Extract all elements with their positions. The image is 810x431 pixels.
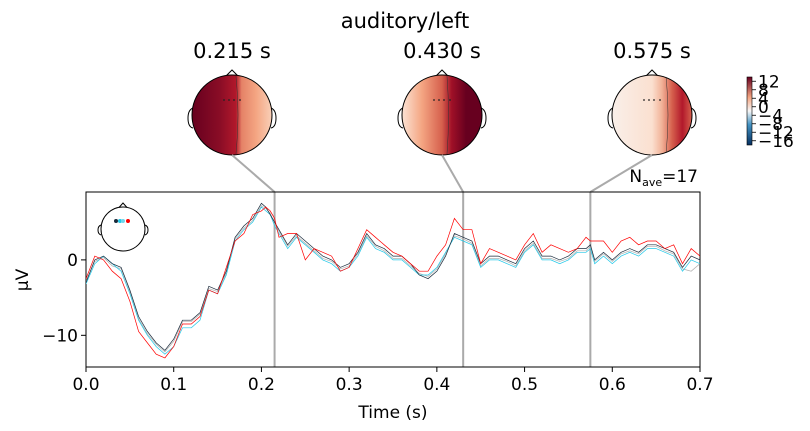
evoked-axes: 0.0 0.1 0.2 0.3 0.4 0.5 0.6 0.7 −10 0 Time (s) µ… bbox=[13, 191, 714, 423]
colorbar-tick-label: −16 bbox=[758, 132, 794, 152]
topomap-connector-2 bbox=[441, 154, 465, 193]
topomap-2-sensors bbox=[433, 99, 451, 101]
topomap-2-field bbox=[402, 75, 482, 155]
series-line-1 bbox=[86, 206, 700, 359]
colorbar-tick-label: 0 bbox=[758, 98, 769, 118]
topomap-time-label-3: 0.575 s bbox=[613, 39, 691, 63]
topomap-connectors bbox=[231, 154, 653, 367]
x-tick-label: 0.2 bbox=[248, 375, 275, 395]
y-tick-label: 0 bbox=[67, 251, 78, 271]
inset-sensor-red bbox=[126, 219, 130, 223]
topomap-1 bbox=[187, 69, 277, 156]
topomap-connector-1 bbox=[231, 154, 276, 193]
x-tick-label: 0.6 bbox=[599, 375, 626, 395]
inset-sensor-cyan-1 bbox=[118, 219, 122, 223]
y-axis-ticks: −10 0 bbox=[42, 251, 86, 346]
series-line-3 bbox=[86, 206, 700, 355]
inset-right-ear bbox=[144, 224, 149, 236]
series-line-4 bbox=[86, 205, 700, 353]
colorbar-gradient bbox=[746, 76, 753, 146]
inset-left-ear bbox=[97, 224, 102, 236]
figure-title: auditory/left bbox=[341, 9, 470, 33]
sensor-location-inset bbox=[97, 202, 149, 252]
y-tick-label: −10 bbox=[42, 326, 78, 346]
topomap-time-label-1: 0.215 s bbox=[193, 39, 271, 63]
inset-nose bbox=[118, 202, 128, 208]
x-axis-label: Time (s) bbox=[357, 403, 427, 423]
topomap-2-right-ear bbox=[480, 107, 487, 129]
topomap-1-right-ear bbox=[270, 107, 277, 129]
series-layer bbox=[86, 202, 700, 359]
topomap-3 bbox=[607, 69, 697, 156]
x-tick-label: 0.1 bbox=[160, 375, 187, 395]
colorbar-tick-label: 12 bbox=[758, 72, 780, 92]
topomap-3-nose bbox=[645, 69, 659, 77]
topomap-2 bbox=[397, 69, 487, 156]
topomap-3-sensors bbox=[643, 99, 661, 101]
inset-head-outline bbox=[100, 206, 146, 252]
topomap-1-nose bbox=[225, 69, 239, 77]
topomap-3-right-ear bbox=[690, 107, 697, 129]
topomap-2-contour bbox=[446, 75, 449, 155]
x-tick-label: 0.3 bbox=[336, 375, 363, 395]
topomap-3-contour bbox=[665, 75, 669, 155]
inset-sensor-cyan-2 bbox=[121, 219, 125, 223]
topomap-1-field bbox=[192, 75, 272, 155]
nave-label: Nave=17 bbox=[629, 167, 698, 189]
x-tick-label: 0.5 bbox=[511, 375, 538, 395]
plot-frame bbox=[85, 191, 701, 368]
x-tick-label: 0.4 bbox=[423, 375, 450, 395]
topomap-time-label-2: 0.430 s bbox=[403, 39, 481, 63]
topomap-2-left-ear bbox=[397, 107, 404, 129]
topomap-3-field bbox=[612, 75, 692, 155]
topomap-2-nose bbox=[435, 69, 449, 77]
series-line-2 bbox=[86, 202, 700, 351]
x-tick-label: 0.7 bbox=[686, 375, 713, 395]
inset-sensor-dark bbox=[114, 219, 118, 223]
colorbar-tick-label: 8 bbox=[758, 81, 769, 101]
topomap-3-left-ear bbox=[607, 107, 614, 129]
x-axis-ticks: 0.0 0.1 0.2 0.3 0.4 0.5 0.6 0.7 bbox=[72, 367, 714, 395]
topomap-1-left-ear bbox=[187, 107, 194, 129]
y-axis-label: µV bbox=[13, 268, 33, 291]
colorbar-tick-label: 4 bbox=[758, 89, 769, 109]
topomap-1-contour bbox=[235, 75, 239, 155]
colorbar-tick-label: −12 bbox=[758, 123, 794, 143]
x-tick-label: 0.0 bbox=[72, 375, 99, 395]
colorbar-tick-label: −8 bbox=[758, 115, 783, 135]
colorbar-tick-label: −4 bbox=[758, 106, 783, 126]
topomap-1-sensors bbox=[223, 99, 241, 101]
topomap-connector-3 bbox=[589, 154, 653, 193]
